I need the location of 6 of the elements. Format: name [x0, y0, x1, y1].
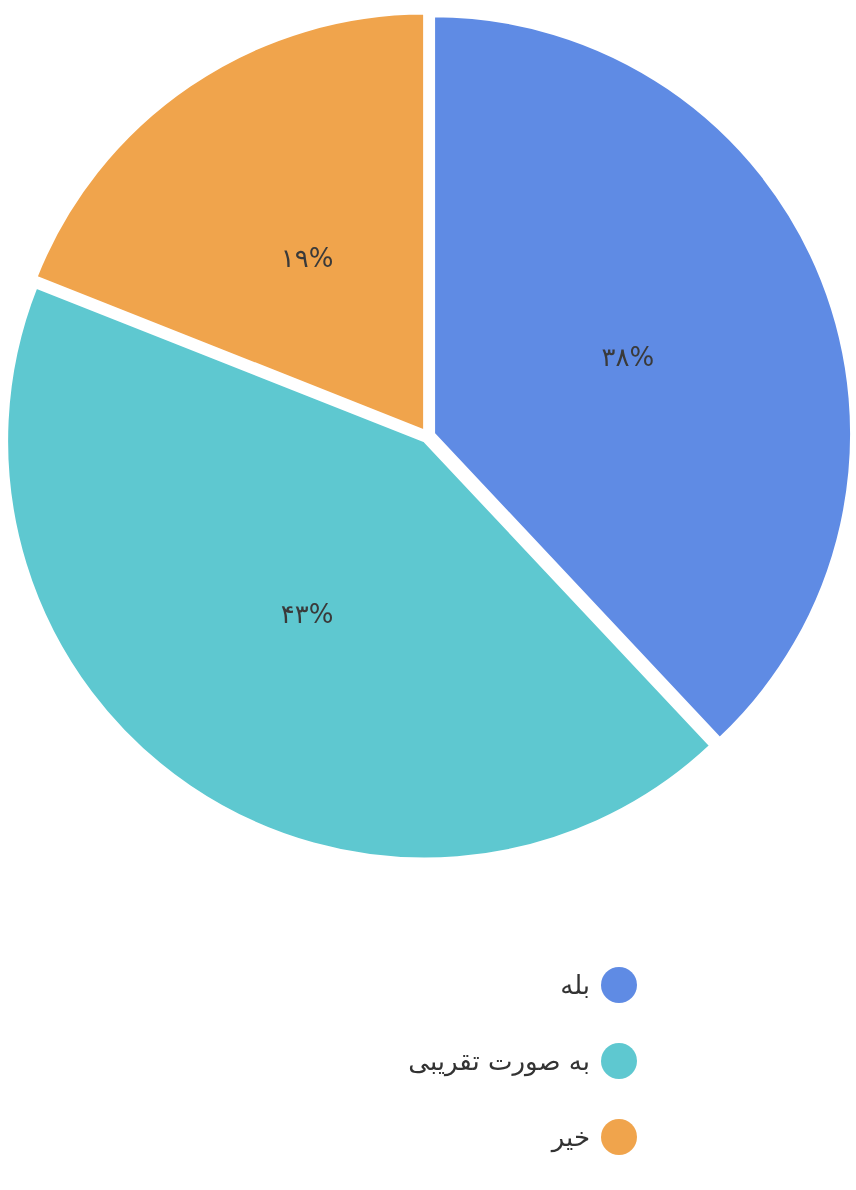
- legend-label: خیر: [549, 1122, 590, 1153]
- data-label: ۴۳%: [280, 598, 334, 629]
- legend-label: بله: [560, 970, 590, 1000]
- data-label: ۱۹%: [280, 243, 334, 274]
- legend-label: به صورت تقریبی: [408, 1046, 590, 1077]
- data-label: ۳۸%: [601, 341, 655, 372]
